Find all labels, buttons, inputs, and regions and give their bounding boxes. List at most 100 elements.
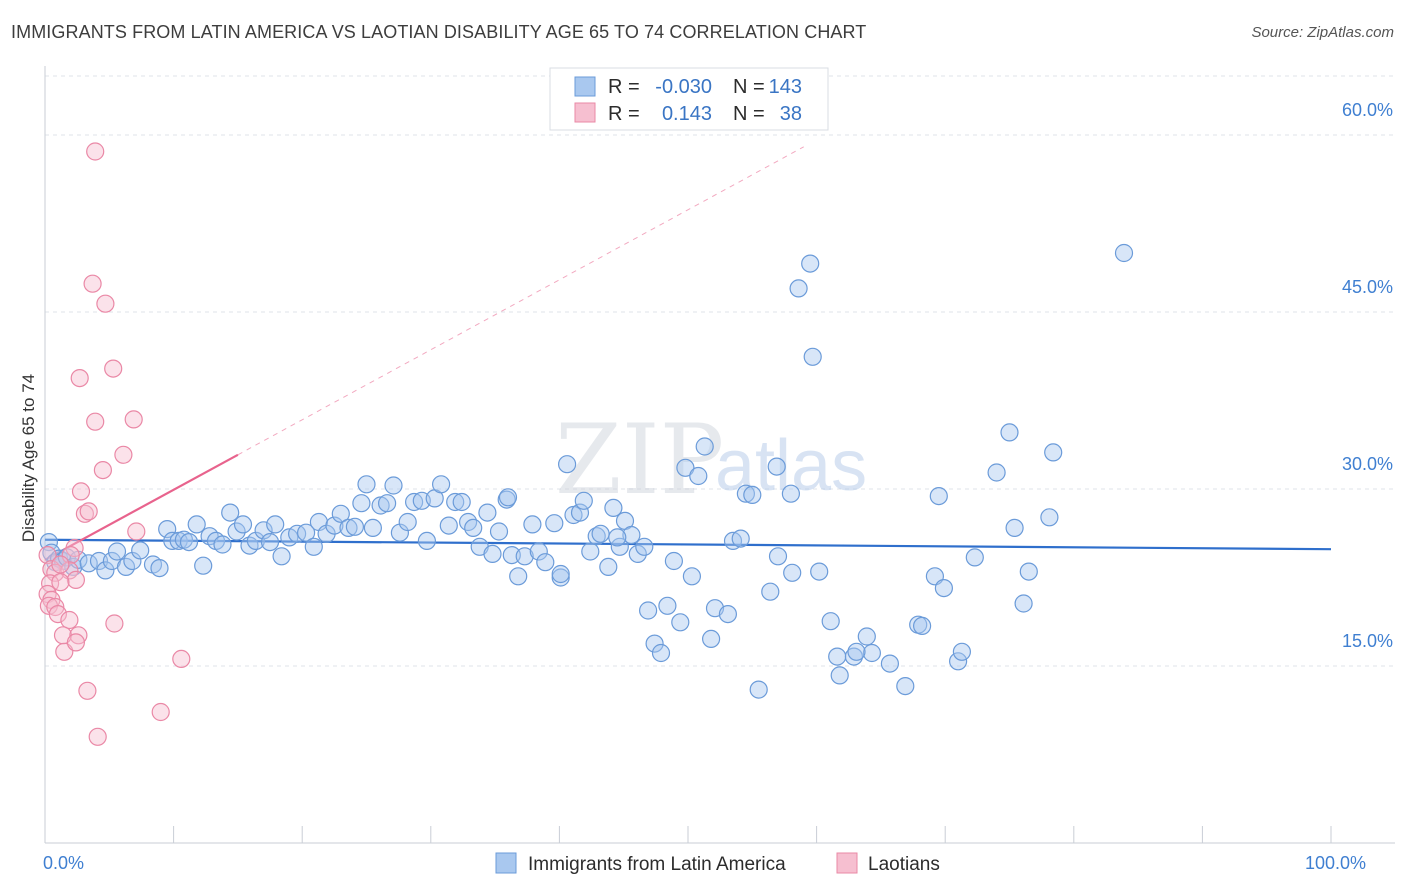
chart-source: Source: ZipAtlas.com xyxy=(1251,24,1394,41)
data-point-blue xyxy=(857,627,876,646)
data-point-blue xyxy=(645,634,664,653)
data-point-pink xyxy=(38,545,57,565)
data-point-pink xyxy=(71,482,91,501)
data-point-blue xyxy=(515,547,534,566)
data-point-blue xyxy=(948,652,968,671)
y-tick-label: 30.0% xyxy=(1342,454,1393,474)
data-point-blue xyxy=(398,512,417,532)
data-point-blue xyxy=(213,535,232,554)
legend-r-value-pink: 0.143 xyxy=(662,103,712,125)
data-point-pink xyxy=(66,633,86,652)
data-point-blue xyxy=(179,532,199,552)
data-point-blue xyxy=(689,466,708,486)
data-point-pink xyxy=(60,610,79,630)
data-point-blue xyxy=(545,514,564,533)
data-point-pink xyxy=(114,445,133,464)
data-point-blue xyxy=(929,487,948,506)
data-point-blue xyxy=(498,488,518,507)
data-point-pink xyxy=(86,142,105,161)
data-point-blue xyxy=(1019,562,1038,581)
data-point-blue xyxy=(622,525,641,545)
data-point-pink xyxy=(48,604,68,624)
data-point-blue xyxy=(1114,243,1134,263)
series-legend-label-pink: Laotians xyxy=(868,854,940,875)
data-point-blue xyxy=(934,578,954,598)
data-point-pink xyxy=(78,681,97,700)
data-point-blue xyxy=(221,503,240,522)
legend-r-label-pink: R = xyxy=(608,103,640,125)
legend-r-value-blue: -0.030 xyxy=(655,76,712,98)
data-point-blue xyxy=(1040,508,1059,527)
series-legend: Immigrants from Latin America Laotians xyxy=(495,852,940,875)
legend-n-value-blue: 143 xyxy=(769,76,802,98)
data-point-blue xyxy=(1000,423,1019,442)
data-point-blue xyxy=(701,629,721,649)
correlation-legend: R = -0.030 N = 143 R = 0.143 N = 38 xyxy=(549,67,829,131)
data-point-blue xyxy=(718,604,738,624)
data-point-pink xyxy=(105,614,124,633)
data-point-blue xyxy=(695,437,714,456)
trend-extension-pink xyxy=(237,146,804,456)
data-point-blue xyxy=(912,616,932,636)
data-point-blue xyxy=(789,279,808,298)
data-point-blue xyxy=(227,522,246,541)
data-point-blue xyxy=(731,529,750,548)
y-tick-label: 45.0% xyxy=(1342,277,1393,297)
data-point-pink xyxy=(66,570,86,590)
data-point-blue xyxy=(599,557,618,577)
data-point-blue xyxy=(767,457,786,476)
data-point-blue xyxy=(405,492,424,512)
series-legend-swatch-pink xyxy=(836,852,858,874)
data-point-blue xyxy=(478,503,497,522)
y-axis-title-group: Disability Age 65 to 74 xyxy=(19,374,38,542)
data-point-blue xyxy=(768,547,788,566)
trend-line-pink xyxy=(44,453,239,561)
data-point-blue xyxy=(297,523,316,542)
data-point-blue xyxy=(743,485,762,504)
data-point-blue xyxy=(581,542,600,561)
data-point-blue xyxy=(39,532,59,552)
axes: 0.0% 100.0% xyxy=(43,66,1395,873)
data-point-blue xyxy=(331,504,350,523)
watermark-atlas: atlas xyxy=(715,426,867,506)
data-point-blue xyxy=(1005,518,1024,538)
data-point-pink xyxy=(70,369,89,388)
chart-title: IMMIGRANTS FROM LATIN AMERICA VS LAOTIAN… xyxy=(11,22,867,42)
data-point-blue xyxy=(604,498,623,517)
data-point-blue xyxy=(783,563,802,582)
data-point-blue xyxy=(628,544,647,564)
data-point-blue xyxy=(651,643,671,663)
data-points xyxy=(38,142,1134,746)
data-point-blue xyxy=(664,551,684,571)
data-point-blue xyxy=(339,518,358,538)
data-point-blue xyxy=(862,643,882,663)
data-point-blue xyxy=(608,528,627,547)
data-point-blue xyxy=(638,601,658,620)
data-point-blue xyxy=(439,516,458,535)
series-legend-swatch-blue xyxy=(495,852,517,874)
data-point-blue xyxy=(896,676,915,696)
data-point-blue xyxy=(150,558,169,578)
y-axis-title: Disability Age 65 to 74 xyxy=(19,374,38,542)
data-point-blue xyxy=(452,492,471,512)
data-point-blue xyxy=(352,494,371,513)
data-point-blue xyxy=(635,537,654,556)
data-point-pink xyxy=(46,597,65,617)
data-point-blue xyxy=(459,512,478,532)
data-point-pink xyxy=(51,573,70,592)
data-point-blue xyxy=(432,475,451,494)
data-point-blue xyxy=(260,532,280,552)
data-point-blue xyxy=(357,475,376,494)
data-point-pink xyxy=(93,461,113,480)
data-point-blue xyxy=(810,562,829,581)
data-point-blue xyxy=(965,548,984,567)
data-point-blue xyxy=(570,503,590,522)
legend-frame xyxy=(549,67,829,131)
data-point-blue xyxy=(363,518,382,538)
data-point-blue xyxy=(509,567,528,586)
data-point-blue xyxy=(378,494,397,513)
x-tick-label: 0.0% xyxy=(43,853,84,873)
data-point-pink xyxy=(104,359,123,378)
data-point-blue xyxy=(158,519,177,539)
